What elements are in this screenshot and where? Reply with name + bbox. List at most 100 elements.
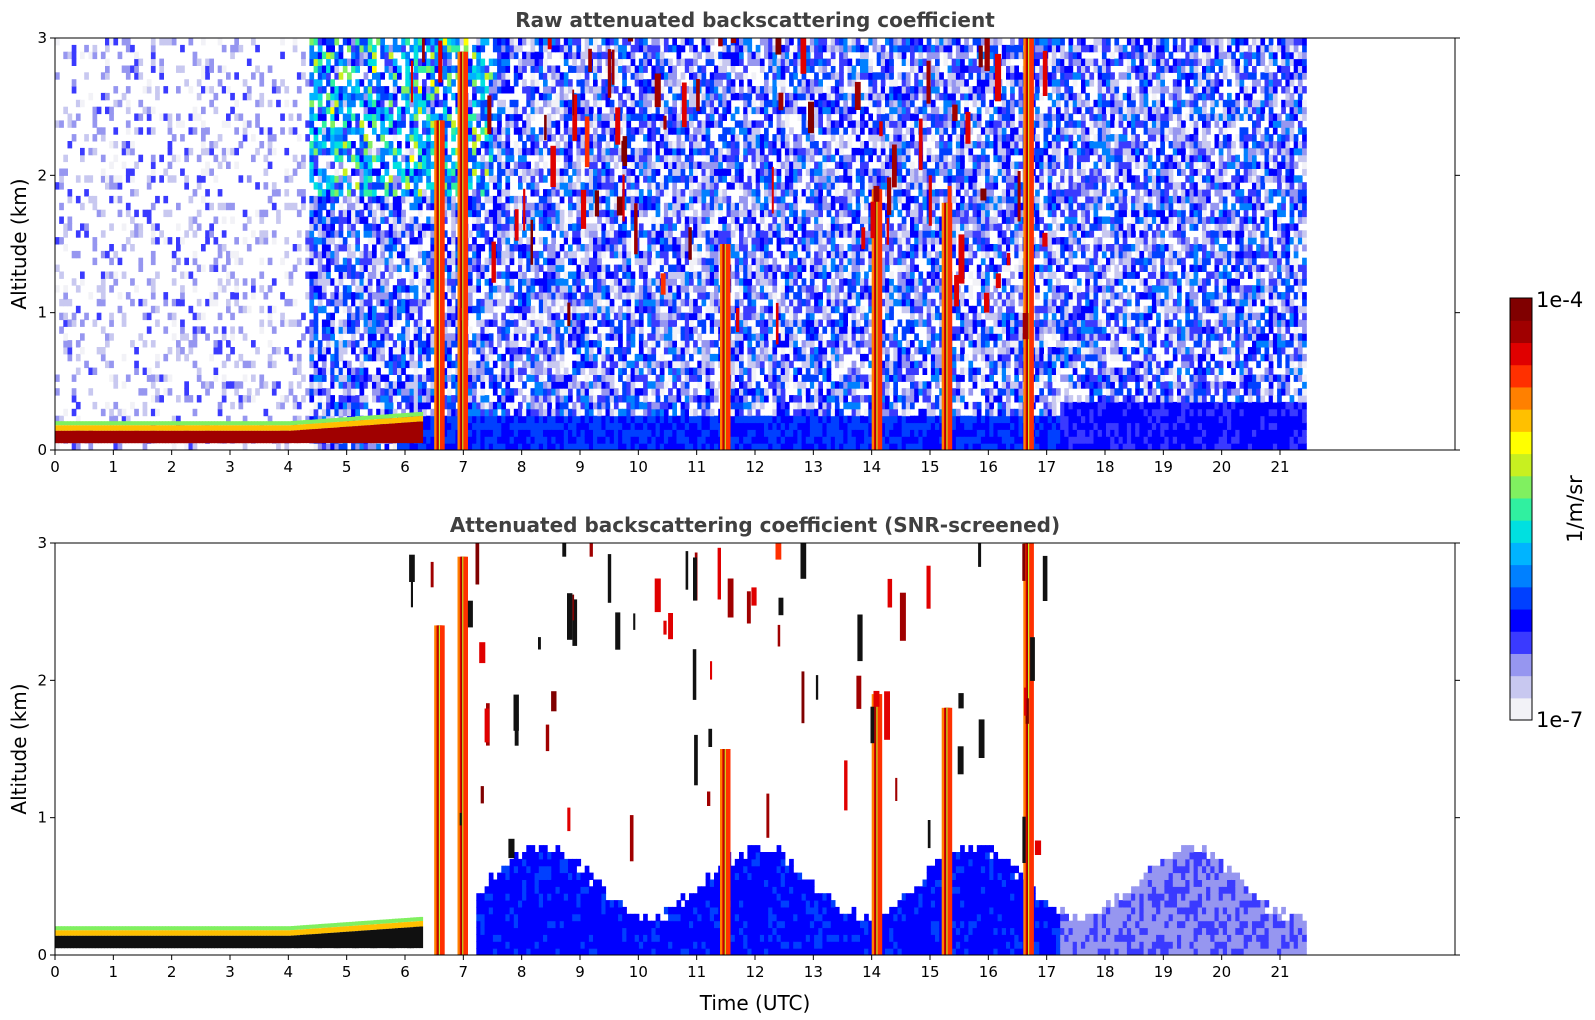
heatmap-cell	[355, 244, 360, 252]
heatmap-cell	[434, 44, 440, 53]
heatmap-cell	[59, 182, 64, 190]
heatmap-cell	[626, 298, 632, 307]
heatmap-cell	[338, 333, 344, 341]
heatmap-cell	[568, 436, 573, 444]
heatmap-cell	[501, 189, 506, 197]
heatmap-cell	[522, 408, 527, 417]
heatmap-cell	[334, 230, 340, 238]
heatmap-cell	[505, 244, 511, 252]
heatmap-cell	[338, 271, 344, 279]
heatmap-cell	[568, 422, 573, 430]
heatmap-cell	[551, 292, 556, 300]
heatmap-cell	[405, 154, 410, 163]
heatmap-cell	[618, 292, 623, 300]
heatmap-cell	[338, 374, 344, 382]
heatmap-cell	[150, 374, 156, 382]
heatmap-cell	[146, 106, 152, 115]
heatmap-cell	[75, 250, 81, 259]
heatmap-cell	[526, 127, 531, 135]
heatmap-cell	[430, 244, 436, 252]
heatmap-cell	[92, 106, 98, 115]
heatmap-cell	[476, 408, 481, 417]
heatmap-cell	[334, 367, 340, 375]
heatmap-cell	[109, 360, 114, 369]
heatmap-cell	[568, 292, 573, 300]
heatmap-cell	[492, 92, 498, 101]
heatmap-cell	[538, 168, 544, 176]
heatmap-cell	[330, 120, 335, 128]
heatmap-cell	[338, 401, 344, 410]
heatmap-cell	[513, 347, 519, 355]
heatmap-cell	[388, 360, 394, 369]
heatmap-cell	[397, 147, 402, 156]
heatmap-cell	[392, 79, 398, 87]
heatmap-cell	[605, 401, 611, 410]
heatmap-cell	[317, 305, 323, 314]
heatmap-cell	[417, 388, 423, 396]
heatmap-cell	[638, 305, 644, 314]
heatmap-cell	[513, 44, 519, 53]
heatmap-cell	[367, 44, 373, 53]
heatmap-cell	[576, 326, 582, 334]
heatmap-cell	[597, 182, 602, 190]
heatmap-cell	[605, 305, 611, 314]
heatmap-cell	[513, 429, 519, 437]
heatmap-cell	[392, 408, 398, 417]
heatmap-cell	[626, 388, 632, 396]
heatmap-cell	[292, 168, 298, 176]
heatmap-cell	[447, 353, 452, 362]
heatmap-cell	[296, 72, 302, 80]
heatmap-cell	[576, 395, 582, 403]
heatmap-cell	[376, 230, 381, 238]
heatmap-cell	[363, 38, 369, 46]
heatmap-cell	[518, 65, 523, 73]
heatmap-cell	[359, 175, 365, 183]
heatmap-cell	[442, 120, 448, 128]
heatmap-cell	[467, 395, 473, 403]
heatmap-cell	[601, 134, 607, 142]
heatmap-cell	[530, 333, 536, 341]
heatmap-cell	[597, 257, 602, 266]
heatmap-cell	[526, 422, 531, 430]
heatmap-cell	[555, 106, 561, 115]
heatmap-cell	[663, 244, 669, 252]
heatmap-cell	[659, 401, 665, 410]
heatmap-cell	[413, 79, 419, 87]
heatmap-cell	[301, 374, 306, 382]
heatmap-cell	[184, 381, 189, 389]
heatmap-cell	[576, 209, 582, 218]
heatmap-cell	[413, 292, 419, 300]
heatmap-cell	[301, 154, 306, 163]
heatmap-cell	[401, 333, 406, 341]
heatmap-cell	[201, 175, 206, 183]
heatmap-cell	[230, 333, 235, 341]
heatmap-cell	[355, 395, 360, 403]
heatmap-cell	[309, 51, 315, 60]
heatmap-cell	[530, 422, 536, 430]
heatmap-cell	[576, 86, 582, 94]
heatmap-cell	[367, 113, 373, 121]
heatmap-cell	[426, 216, 431, 224]
heatmap-cell	[509, 415, 515, 424]
heatmap-cell	[467, 388, 473, 396]
heatmap-cell	[351, 388, 356, 396]
heatmap-cell	[655, 429, 661, 437]
heatmap-cell	[313, 305, 319, 314]
heatmap-cell	[255, 65, 260, 73]
heatmap-cell	[518, 257, 523, 266]
heatmap-cell	[634, 374, 640, 382]
heatmap-cell	[505, 209, 511, 218]
heatmap-cell	[188, 127, 194, 135]
heatmap-cell	[513, 388, 519, 396]
heatmap-cell	[196, 326, 202, 334]
heatmap-cell	[472, 161, 477, 169]
heatmap-cell	[426, 175, 431, 183]
heatmap-cell	[217, 202, 223, 211]
heatmap-cell	[551, 347, 556, 355]
heatmap-cell	[509, 44, 515, 53]
heatmap-cell	[547, 381, 552, 389]
heatmap-cell	[638, 326, 644, 334]
heatmap-cell	[634, 154, 640, 163]
heatmap-cell	[367, 305, 373, 314]
heatmap-cell	[246, 395, 252, 403]
